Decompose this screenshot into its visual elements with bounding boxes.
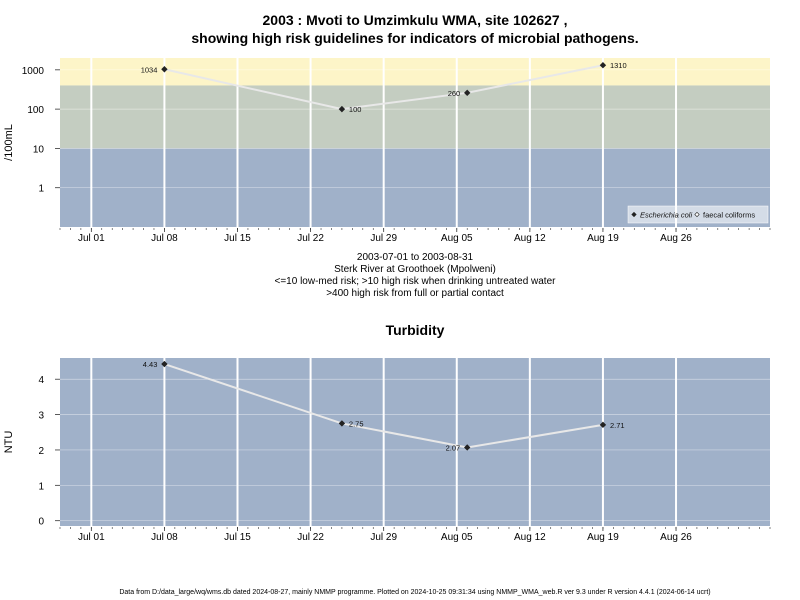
panel-2-y-axis-label: NTU — [3, 431, 15, 454]
panel-1-y-tick-label: 10 — [33, 144, 45, 155]
panel-2-y-tick-label: 4 — [38, 375, 44, 386]
panel-1-legend-symbol — [631, 211, 637, 218]
panel-2-y-tick-label: 1 — [38, 481, 44, 492]
panel-2-y-tick-label: 3 — [38, 411, 44, 422]
panel-1-risk-band-1 — [60, 58, 770, 86]
chart-title-line-1: 2003 : Mvoti to Umzimkulu WMA, site 1026… — [262, 12, 568, 28]
panel-1-y-tick-label: 1000 — [22, 66, 45, 77]
panel-2-data-point — [464, 444, 471, 451]
panel-2-data-label: 2.75 — [349, 419, 364, 428]
panel-2-x-tick-label: Aug 26 — [660, 532, 692, 543]
panel-2-data-point — [161, 360, 168, 368]
caption-line-1: 2003-07-01 to 2003-08-31 — [356, 252, 474, 263]
panel-1-data-label: 1310 — [610, 61, 627, 70]
footer-note: Data from D:/data_large/wq/wms.db dated … — [119, 589, 711, 596]
panel-2-plot-background — [60, 358, 770, 526]
panel-1-legend-symbol — [694, 211, 700, 218]
panel-1-x-tick-label: Jul 22 — [297, 233, 324, 244]
panel-2-data-label: 4.43 — [143, 360, 158, 369]
panel-1-x-tick-label: Jul 15 — [224, 233, 251, 244]
panel-2-x-tick-label: Aug 19 — [587, 532, 619, 543]
panel-1-x-tick-label: Aug 05 — [441, 233, 473, 244]
caption-line-2: Sterk River at Groothoek (Mpolweni) — [334, 264, 496, 275]
panel-1-series-line — [164, 64, 604, 111]
panel-1-data-point — [338, 105, 346, 113]
panel-2-x-tick-label: Jul 08 — [151, 532, 178, 543]
panel-1-data-label: 1034 — [141, 65, 158, 74]
panel-2-x-tick-label: Aug 12 — [514, 532, 546, 543]
panel-1-data-point — [464, 89, 471, 97]
panel-2-x-tick-label: Jul 01 — [78, 532, 105, 543]
panel-1-legend-label: faecal coliforms — [703, 211, 755, 220]
panel-1-x-tick-label: Aug 19 — [587, 233, 619, 244]
panel-2-data-point — [599, 421, 607, 429]
panel-1-y-tick-label: 1 — [38, 184, 44, 195]
panel-1-x-tick-label: Jul 01 — [78, 233, 105, 244]
panel-1-x-tick-label: Jul 29 — [370, 233, 397, 244]
panel-1-y-tick-label: 100 — [27, 105, 44, 116]
panel-1-data-point — [599, 62, 607, 69]
panel-2-data-point — [338, 420, 346, 427]
caption-line-4: >400 high risk from full or partial cont… — [326, 288, 504, 299]
panel-1-data-label: 100 — [349, 105, 362, 114]
panel-2-x-tick-label: Aug 05 — [441, 532, 473, 543]
panel-1-legend-label: Escherichia coli — [640, 211, 692, 220]
panel-1-x-tick-label: Jul 08 — [151, 233, 178, 244]
panel-2-series-line — [164, 363, 604, 449]
panel-1-risk-band-2 — [60, 85, 770, 149]
panel-2-y-tick-label: 2 — [38, 446, 44, 457]
panel-2-x-tick-label: Jul 15 — [224, 532, 251, 543]
panel-2-y-tick-label: 0 — [38, 517, 44, 528]
panel-2-data-label: 2.07 — [446, 443, 461, 452]
panel-2-data-label: 2.71 — [610, 421, 625, 430]
turbidity-title: Turbidity — [385, 322, 445, 338]
chart-title-line-2: showing high risk guidelines for indicat… — [191, 30, 639, 46]
panel-1-y-axis-label: /100mL — [3, 124, 15, 161]
panel-1-x-tick-label: Aug 26 — [660, 233, 692, 244]
panel-1-data-point — [161, 66, 168, 73]
panel-1-x-tick-label: Aug 12 — [514, 233, 546, 244]
panel-2-x-tick-label: Jul 22 — [297, 532, 324, 543]
panel-1-data-label: 260 — [448, 89, 461, 98]
caption-line-3: <=10 low-med risk; >10 high risk when dr… — [274, 276, 556, 287]
panel-2-x-tick-label: Jul 29 — [370, 532, 397, 543]
